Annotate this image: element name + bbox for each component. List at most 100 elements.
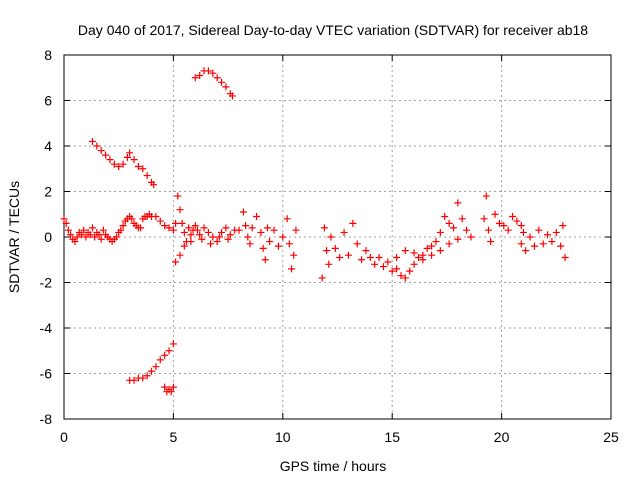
data-point xyxy=(500,222,508,230)
data-point xyxy=(248,224,256,232)
data-point xyxy=(491,210,499,218)
data-point xyxy=(410,260,418,268)
data-point xyxy=(274,242,282,250)
data-point xyxy=(191,222,199,230)
data-point xyxy=(196,71,204,79)
x-tick-label: 5 xyxy=(170,429,178,445)
data-point xyxy=(172,258,180,266)
data-point xyxy=(117,226,125,234)
data-point xyxy=(172,219,180,227)
data-point xyxy=(344,251,352,259)
data-point xyxy=(169,340,177,348)
data-point xyxy=(209,69,217,77)
data-point xyxy=(169,383,177,391)
data-point xyxy=(353,240,361,248)
data-point xyxy=(449,224,457,232)
data-point xyxy=(176,206,184,214)
data-point xyxy=(161,383,169,391)
data-point xyxy=(559,222,567,230)
data-point xyxy=(441,213,449,221)
data-point xyxy=(406,267,414,275)
data-point xyxy=(530,242,538,250)
data-point xyxy=(257,228,265,236)
data-point xyxy=(152,363,160,371)
y-tick-label: -2 xyxy=(40,275,53,291)
data-point xyxy=(215,233,223,241)
data-point xyxy=(318,274,326,282)
data-point xyxy=(218,78,226,86)
data-point xyxy=(261,256,269,264)
data-point xyxy=(436,247,444,255)
y-axis-title: SDTVAR / TECUs xyxy=(6,181,22,293)
series-cluster-lower xyxy=(161,383,177,396)
data-point xyxy=(176,251,184,259)
data-point xyxy=(139,165,147,173)
data-point xyxy=(463,226,471,234)
data-point xyxy=(150,181,158,189)
y-tick-label: -8 xyxy=(40,411,53,427)
y-tick-label: 0 xyxy=(44,229,52,245)
data-point xyxy=(95,231,103,239)
data-point xyxy=(266,238,274,246)
data-point xyxy=(393,265,401,273)
data-point xyxy=(557,242,565,250)
data-point xyxy=(180,242,188,250)
data-point xyxy=(487,238,495,246)
data-point xyxy=(152,213,160,221)
y-tick-label: -6 xyxy=(40,366,53,382)
data-point xyxy=(97,235,105,243)
data-point xyxy=(64,226,72,234)
data-point xyxy=(561,253,569,261)
data-point xyxy=(349,219,357,227)
data-point xyxy=(165,347,173,355)
data-point xyxy=(292,226,300,234)
data-point xyxy=(88,137,96,145)
data-point xyxy=(504,226,512,234)
data-point xyxy=(519,228,527,236)
data-point xyxy=(235,226,243,234)
data-point xyxy=(167,388,175,396)
data-point xyxy=(535,226,543,234)
data-point xyxy=(143,172,151,180)
data-point xyxy=(143,372,151,380)
data-point xyxy=(78,231,86,239)
data-point xyxy=(423,244,431,252)
data-point xyxy=(224,235,232,243)
data-point xyxy=(513,217,521,225)
data-point xyxy=(239,208,247,216)
data-point xyxy=(290,251,298,259)
data-point xyxy=(60,215,68,223)
data-point xyxy=(218,228,226,236)
data-point xyxy=(174,192,182,200)
data-point xyxy=(161,351,169,359)
data-point xyxy=(336,253,344,261)
data-point xyxy=(484,226,492,234)
data-point xyxy=(130,376,138,384)
data-point xyxy=(115,162,123,170)
data-point xyxy=(228,92,236,100)
series-arc-upper-left xyxy=(88,137,158,189)
data-point xyxy=(432,238,440,246)
data-point xyxy=(539,240,547,248)
data-point xyxy=(388,267,396,275)
series-arc-lower xyxy=(126,340,177,384)
data-point xyxy=(428,242,436,250)
data-point xyxy=(401,274,409,282)
data-point xyxy=(86,231,94,239)
x-tick-label: 15 xyxy=(384,429,400,445)
data-point xyxy=(548,238,556,246)
data-point xyxy=(185,224,193,232)
data-point xyxy=(288,265,296,273)
data-point xyxy=(244,233,252,241)
data-point xyxy=(283,215,291,223)
data-point xyxy=(213,238,221,246)
data-point xyxy=(82,233,90,241)
data-point xyxy=(180,228,188,236)
data-point xyxy=(226,231,234,239)
data-point xyxy=(113,233,121,241)
data-point xyxy=(242,222,250,230)
data-point xyxy=(213,74,221,82)
data-point xyxy=(119,160,127,168)
data-point xyxy=(126,149,134,157)
y-tick-label: 6 xyxy=(44,93,52,109)
